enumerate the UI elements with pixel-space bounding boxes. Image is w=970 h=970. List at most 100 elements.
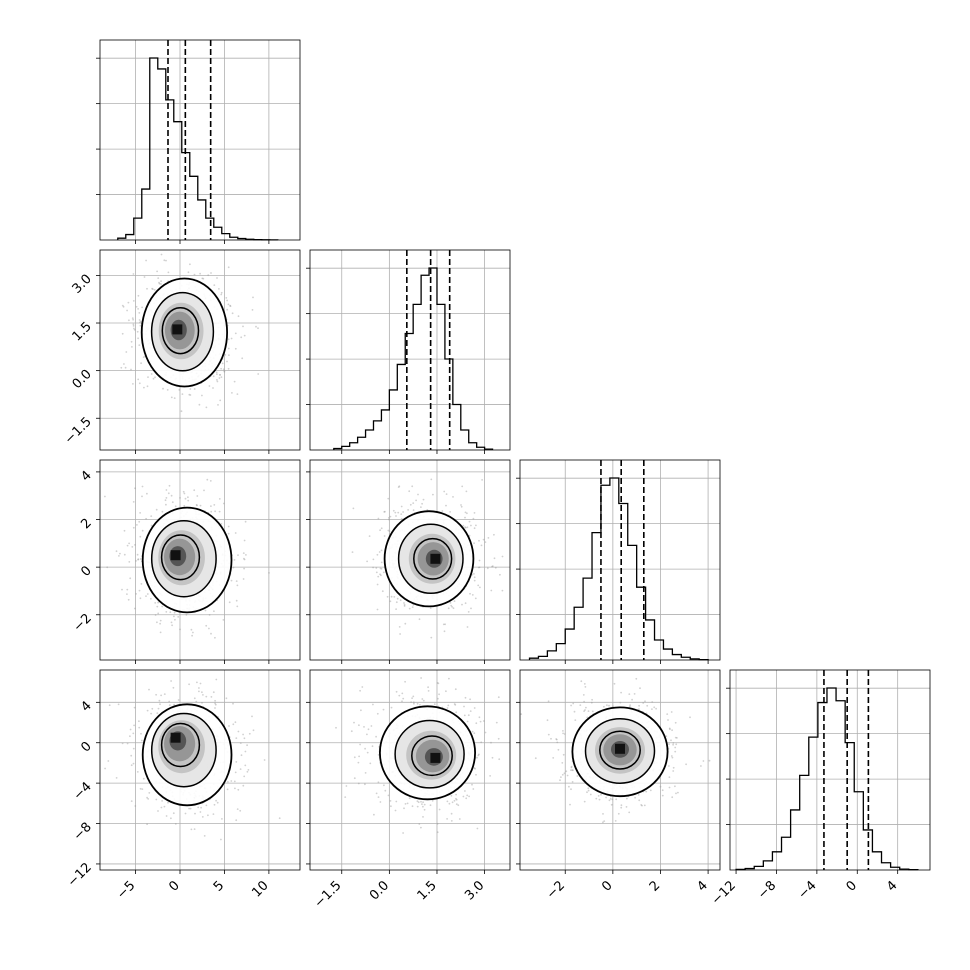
scatter-point — [161, 510, 164, 513]
scatter-point — [668, 727, 671, 730]
scatter-point — [163, 805, 166, 808]
scatter-point — [214, 699, 217, 702]
scatter-point — [380, 567, 383, 570]
marginal-panel-2 — [516, 459, 721, 664]
scatter-point — [384, 789, 387, 792]
scatter-point — [206, 478, 209, 481]
scatter-point — [227, 338, 230, 341]
scatter-point — [121, 742, 124, 745]
scatter-point — [138, 589, 141, 592]
scatter-point — [215, 799, 218, 802]
scatter-point — [495, 721, 498, 724]
scatter-point — [613, 682, 616, 685]
pair-panel-1-2 — [306, 459, 511, 664]
scatter-point — [219, 399, 222, 402]
scatter-point — [139, 320, 142, 323]
scatter-point — [227, 532, 230, 535]
scatter-point — [231, 312, 234, 315]
scatter-point — [218, 288, 220, 290]
scatter-point — [472, 788, 475, 790]
scatter-point — [165, 503, 167, 506]
scatter-point — [106, 566, 109, 569]
scatter-point — [480, 741, 483, 744]
scatter-point — [168, 700, 171, 703]
scatter-point — [107, 760, 110, 762]
panel-content — [520, 677, 711, 824]
scatter-point — [227, 266, 230, 269]
density-peak — [430, 553, 441, 564]
scatter-point — [193, 388, 196, 390]
scatter-point — [227, 303, 230, 306]
scatter-point — [603, 820, 606, 822]
scatter-point — [243, 567, 246, 570]
scatter-point — [375, 792, 378, 795]
scatter-point — [455, 798, 458, 801]
scatter-point — [411, 697, 413, 699]
scatter-point — [401, 692, 404, 695]
scatter-point — [620, 806, 623, 809]
scatter-point — [399, 599, 402, 602]
scatter-point — [242, 784, 245, 787]
panel-frame — [729, 669, 931, 871]
scatter-point — [160, 283, 162, 285]
scatter-point — [148, 792, 151, 794]
scatter-point — [389, 600, 392, 603]
scatter-point — [131, 317, 134, 319]
scatter-point — [670, 755, 673, 757]
scatter-point — [156, 605, 159, 608]
scatter-point — [197, 806, 200, 809]
scatter-point — [364, 783, 366, 786]
scatter-point — [563, 772, 566, 775]
scatter-point — [235, 580, 238, 582]
scatter-point — [406, 802, 409, 805]
scatter-point — [244, 520, 247, 523]
scatter-point — [455, 793, 457, 796]
scatter-point — [562, 753, 565, 756]
scatter-point — [139, 321, 141, 324]
scatter-point — [353, 721, 355, 724]
scatter-point — [201, 394, 203, 397]
scatter-point — [133, 328, 136, 331]
scatter-point — [420, 677, 422, 679]
scatter-point — [223, 369, 226, 372]
scatter-point — [570, 766, 573, 769]
scatter-point — [137, 337, 140, 340]
scatter-point — [150, 524, 153, 527]
scatter-point — [467, 714, 470, 717]
scatter-point — [638, 704, 640, 707]
scatter-point — [196, 504, 198, 507]
scatter-point — [209, 480, 212, 482]
scatter-point — [353, 777, 356, 780]
scatter-point — [473, 767, 476, 769]
marginal-panel-3: −12 −8 −4 0 4 — [709, 669, 931, 908]
scatter-point — [220, 838, 222, 841]
scatter-point — [655, 707, 657, 710]
scatter-point — [222, 368, 225, 371]
scatter-point — [142, 777, 145, 780]
scatter-point — [358, 755, 360, 758]
scatter-point — [138, 720, 140, 723]
scatter-point — [419, 704, 421, 706]
scatter-point — [208, 385, 211, 387]
scatter-point — [138, 382, 141, 385]
scatter-point — [193, 828, 196, 830]
scatter-point — [157, 810, 159, 812]
scatter-point — [119, 552, 121, 555]
scatter-point — [453, 703, 456, 705]
scatter-point — [157, 612, 160, 615]
scatter-point — [166, 389, 169, 391]
histogram-step — [735, 687, 919, 871]
scatter-point — [154, 614, 157, 616]
scatter-point — [625, 806, 628, 808]
scatter-point — [383, 535, 386, 537]
scatter-point — [222, 502, 225, 505]
scatter-point — [615, 798, 618, 801]
scatter-point — [576, 775, 579, 777]
scatter-point — [468, 795, 470, 798]
scatter-point — [190, 828, 193, 831]
scatter-point — [199, 682, 202, 685]
scatter-point — [386, 595, 389, 598]
scatter-point — [202, 277, 205, 280]
scatter-point — [450, 820, 453, 822]
panel-frame — [99, 459, 301, 661]
